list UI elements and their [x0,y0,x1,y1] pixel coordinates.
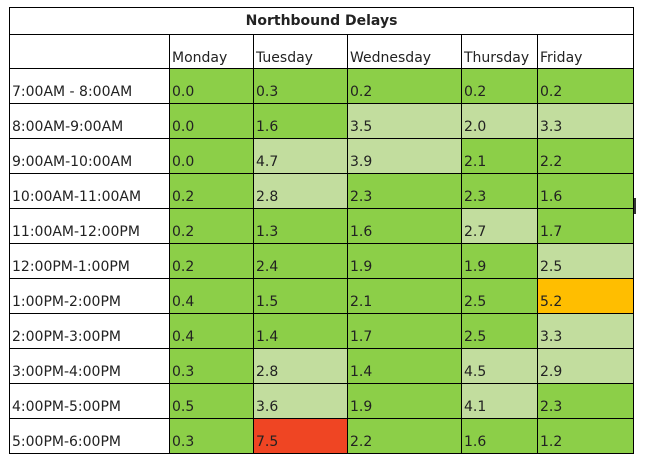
delay-cell-monday[interactable]: 0.2 [169,173,254,209]
table-row: 8:00AM-9:00AM 0.0 1.6 3.5 2.0 3.3 [9,103,635,139]
delay-cell-tuesday[interactable]: 7.5 [253,418,348,454]
delay-cell-wednesday[interactable]: 2.1 [347,278,462,314]
delay-cell-monday[interactable]: 0.0 [169,103,254,139]
time-slot-cell[interactable]: 2:00PM-3:00PM [9,313,170,349]
delay-cell-monday[interactable]: 0.5 [169,383,254,419]
delay-cell-thursday[interactable]: 1.6 [461,418,538,454]
table-row: 11:00AM-12:00PM 0.2 1.3 1.6 2.7 1.7 [9,208,635,244]
table-row: 3:00PM-4:00PM 0.3 2.8 1.4 4.5 2.9 [9,348,635,384]
time-slot-cell[interactable]: 4:00PM-5:00PM [9,383,170,419]
header-cell-monday[interactable]: Monday [169,34,254,69]
table-row: 9:00AM-10:00AM 0.0 4.7 3.9 2.1 2.2 [9,138,635,174]
time-slot-cell[interactable]: 9:00AM-10:00AM [9,138,170,174]
header-cell-thursday[interactable]: Thursday [461,34,538,69]
delay-cell-monday[interactable]: 0.2 [169,208,254,244]
delay-cell-thursday[interactable]: 4.5 [461,348,538,384]
delay-cell-friday[interactable]: 1.7 [536,208,635,244]
delay-cell-tuesday[interactable]: 2.8 [253,173,348,209]
delay-cell-tuesday[interactable]: 3.6 [253,383,348,419]
delay-cell-friday[interactable]: 1.2 [536,418,635,454]
delay-cell-monday[interactable]: 0.3 [169,348,254,384]
header-cell-friday[interactable]: Friday [536,34,635,69]
delay-cell-thursday[interactable]: 0.2 [461,68,538,104]
delay-cell-thursday[interactable]: 2.3 [461,173,538,209]
time-slot-cell[interactable]: 3:00PM-4:00PM [9,348,170,384]
delay-cell-friday[interactable]: 2.5 [536,243,635,279]
delay-cell-friday[interactable]: 0.2 [536,68,635,104]
time-slot-cell[interactable]: 8:00AM-9:00AM [9,103,170,139]
delay-cell-monday[interactable]: 0.2 [169,243,254,279]
time-slot-cell[interactable]: 1:00PM-2:00PM [9,278,170,314]
time-slot-cell[interactable]: 10:00AM-11:00AM [9,173,170,209]
delay-cell-thursday[interactable]: 2.0 [461,103,538,139]
header-row: Monday Tuesday Wednesday Thursday Friday [9,34,635,69]
time-slot-cell[interactable]: 7:00AM - 8:00AM [9,68,170,104]
delay-cell-tuesday[interactable]: 1.3 [253,208,348,244]
delay-cell-thursday[interactable]: 4.1 [461,383,538,419]
delay-cell-tuesday[interactable]: 0.3 [253,68,348,104]
delay-cell-monday[interactable]: 0.3 [169,418,254,454]
delay-cell-friday[interactable]: 3.3 [536,103,635,139]
delay-cell-friday[interactable]: 2.2 [536,138,635,174]
delay-cell-tuesday[interactable]: 2.8 [253,348,348,384]
text-cursor-icon [634,198,636,214]
delay-cell-thursday[interactable]: 1.9 [461,243,538,279]
delay-cell-tuesday[interactable]: 1.5 [253,278,348,314]
delay-cell-thursday[interactable]: 2.5 [461,278,538,314]
table-row: 12:00PM-1:00PM 0.2 2.4 1.9 1.9 2.5 [9,243,635,279]
delay-cell-wednesday[interactable]: 1.4 [347,348,462,384]
delay-cell-friday[interactable]: 2.9 [536,348,635,384]
delay-cell-tuesday[interactable]: 1.4 [253,313,348,349]
table-row: 1:00PM-2:00PM 0.4 1.5 2.1 2.5 5.2 [9,278,635,314]
delay-cell-monday[interactable]: 0.4 [169,313,254,349]
delays-table: Northbound Delays Monday Tuesday Wednesday… [8,7,635,454]
delay-cell-thursday[interactable]: 2.5 [461,313,538,349]
delay-cell-friday[interactable]: 3.3 [536,313,635,349]
delay-cell-friday[interactable]: 5.2 [536,278,635,314]
delay-cell-monday[interactable]: 0.0 [169,138,254,174]
delay-cell-monday[interactable]: 0.0 [169,68,254,104]
delay-cell-tuesday[interactable]: 2.4 [253,243,348,279]
delay-cell-friday[interactable]: 2.3 [536,383,635,419]
delay-cell-wednesday[interactable]: 1.7 [347,313,462,349]
table-row: 5:00PM-6:00PM 0.3 7.5 2.2 1.6 1.2 [9,418,635,454]
delay-cell-wednesday[interactable]: 3.9 [347,138,462,174]
delay-cell-monday[interactable]: 0.4 [169,278,254,314]
header-cell-tuesday[interactable]: Tuesday [253,34,348,69]
delay-cell-wednesday[interactable]: 2.2 [347,418,462,454]
time-slot-cell[interactable]: 12:00PM-1:00PM [9,243,170,279]
delay-cell-wednesday[interactable]: 3.5 [347,103,462,139]
table-row: 2:00PM-3:00PM 0.4 1.4 1.7 2.5 3.3 [9,313,635,349]
delay-cell-wednesday[interactable]: 1.9 [347,383,462,419]
delay-cell-thursday[interactable]: 2.1 [461,138,538,174]
delay-cell-wednesday[interactable]: 0.2 [347,68,462,104]
header-blank-cell[interactable] [9,34,170,69]
delay-cell-tuesday[interactable]: 4.7 [253,138,348,174]
delay-cell-thursday[interactable]: 2.7 [461,208,538,244]
time-slot-cell[interactable]: 5:00PM-6:00PM [9,418,170,454]
delay-cell-wednesday[interactable]: 1.6 [347,208,462,244]
delay-cell-wednesday[interactable]: 1.9 [347,243,462,279]
table-row: 4:00PM-5:00PM 0.5 3.6 1.9 4.1 2.3 [9,383,635,419]
time-slot-cell[interactable]: 11:00AM-12:00PM [9,208,170,244]
header-cell-wednesday[interactable]: Wednesday [347,34,462,69]
table-title[interactable]: Northbound Delays [8,7,635,35]
delay-cell-tuesday[interactable]: 1.6 [253,103,348,139]
table-row: 10:00AM-11:00AM 0.2 2.8 2.3 2.3 1.6 [9,173,635,209]
table-body: 7:00AM - 8:00AM 0.0 0.3 0.2 0.2 0.2 8:00AM-9:0… [9,68,635,454]
table-row: 7:00AM - 8:00AM 0.0 0.3 0.2 0.2 0.2 [9,68,635,104]
delay-cell-wednesday[interactable]: 2.3 [347,173,462,209]
delay-cell-friday[interactable]: 1.6 [536,173,635,209]
